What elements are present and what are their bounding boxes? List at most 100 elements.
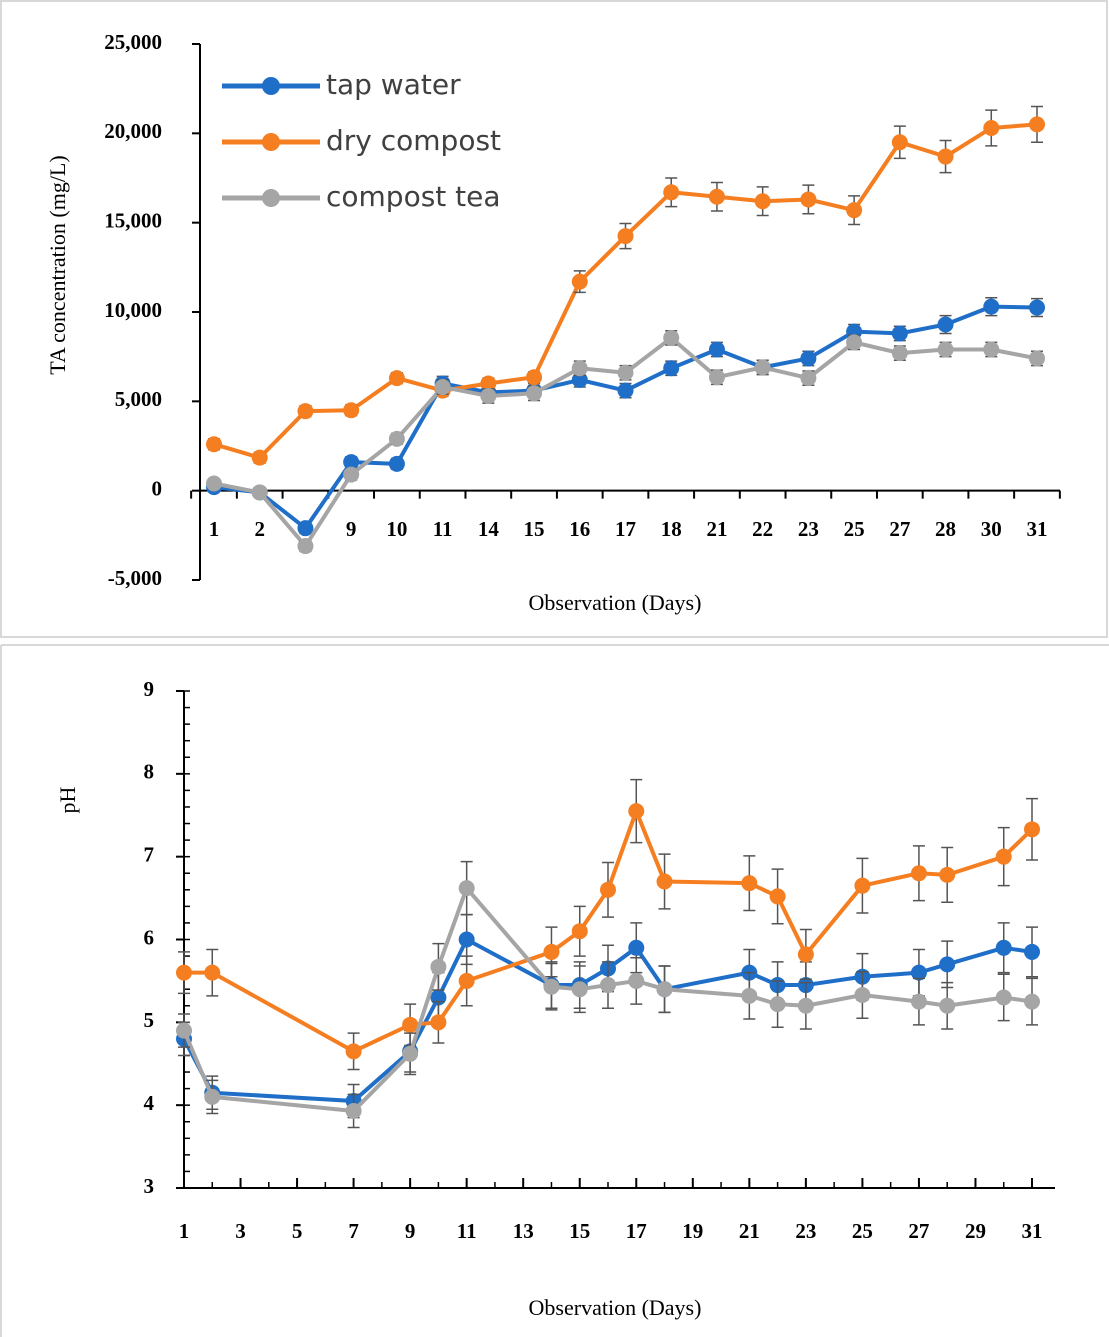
data-point xyxy=(480,375,497,392)
data-point xyxy=(430,1014,447,1031)
x-tick-label: 18 xyxy=(661,517,682,541)
legend-label: compost tea xyxy=(326,180,501,213)
data-point xyxy=(176,964,192,981)
data-point xyxy=(297,538,314,555)
y-tick-label: 6 xyxy=(144,925,155,949)
y-tick-label: -5,000 xyxy=(108,566,162,590)
data-point xyxy=(995,989,1012,1006)
y-tick-label: 8 xyxy=(144,760,155,784)
x-tick-label: 23 xyxy=(798,517,819,541)
data-point xyxy=(937,316,954,333)
y-tick-label: 5 xyxy=(144,1008,155,1032)
data-point xyxy=(800,350,817,367)
y-tick-label: 4 xyxy=(144,1091,155,1115)
data-point xyxy=(800,370,817,387)
data-point xyxy=(983,298,1000,315)
data-point xyxy=(937,148,954,165)
data-point xyxy=(1024,943,1040,960)
data-point xyxy=(628,972,645,989)
data-point xyxy=(571,360,588,377)
x-tick-label: 17 xyxy=(626,1219,647,1243)
x-tick-label: 15 xyxy=(569,1219,590,1243)
data-point xyxy=(571,923,588,940)
x-tick-label: 1 xyxy=(179,1219,190,1243)
x-tick-label: 28 xyxy=(935,517,956,541)
data-point xyxy=(600,977,616,994)
data-point xyxy=(204,1088,221,1105)
x-tick-label: 5 xyxy=(292,1219,303,1243)
panel-frame xyxy=(0,0,1108,638)
legend-label: tap water xyxy=(326,68,461,101)
y-tick-label: 10,000 xyxy=(104,298,162,322)
x-tick-label: 31 xyxy=(1027,517,1048,541)
data-point xyxy=(663,360,680,377)
legend-marker xyxy=(262,77,280,95)
x-tick-label: 23 xyxy=(795,1219,816,1243)
x-tick-label: 7 xyxy=(348,1219,359,1243)
data-point xyxy=(910,964,927,981)
data-point xyxy=(345,1102,362,1119)
data-point xyxy=(480,387,497,404)
x-tick-label: 2 xyxy=(254,517,265,541)
y-tick-label: 15,000 xyxy=(104,208,162,232)
data-point xyxy=(176,1022,192,1039)
data-point xyxy=(800,191,817,208)
data-point xyxy=(628,803,645,820)
data-point xyxy=(708,341,725,358)
x-tick-label: 27 xyxy=(889,517,910,541)
data-point xyxy=(741,875,758,892)
data-point xyxy=(343,402,360,419)
data-point xyxy=(206,436,222,453)
data-point xyxy=(891,345,908,362)
legend-marker xyxy=(262,133,280,151)
data-point xyxy=(543,943,560,960)
data-point xyxy=(939,956,956,973)
data-point xyxy=(663,329,680,346)
data-point xyxy=(656,873,673,890)
y-tick-label: 9 xyxy=(144,677,155,701)
x-tick-label: 14 xyxy=(478,517,500,541)
y-tick-label: 25,000 xyxy=(104,30,162,54)
data-point xyxy=(983,341,1000,358)
data-point xyxy=(910,993,927,1010)
y-axis-title: TA concentration (mg/L) xyxy=(45,155,70,374)
data-point xyxy=(343,454,360,471)
data-point xyxy=(1029,299,1045,316)
data-point xyxy=(388,455,405,472)
data-point xyxy=(854,877,871,894)
data-point xyxy=(343,466,360,483)
x-tick-label: 25 xyxy=(844,517,865,541)
data-point xyxy=(854,986,871,1003)
data-point xyxy=(251,484,268,501)
data-point xyxy=(937,341,954,358)
data-point xyxy=(204,964,221,981)
data-point xyxy=(402,1016,419,1033)
data-point xyxy=(939,997,956,1014)
data-point xyxy=(1024,993,1040,1010)
data-point xyxy=(910,865,927,882)
data-point xyxy=(206,475,222,492)
y-tick-label: 3 xyxy=(144,1174,155,1198)
x-tick-label: 1 xyxy=(209,517,220,541)
data-point xyxy=(891,134,908,151)
data-point xyxy=(983,119,1000,136)
x-axis-title: Observation (Days) xyxy=(529,590,702,615)
data-point xyxy=(617,364,634,381)
data-point xyxy=(600,881,616,898)
data-point xyxy=(995,848,1012,865)
data-point xyxy=(939,866,956,883)
data-point xyxy=(526,369,543,386)
y-tick-label: 0 xyxy=(152,476,163,500)
data-point xyxy=(797,997,814,1014)
data-point xyxy=(251,449,268,466)
data-point xyxy=(430,958,447,975)
data-point xyxy=(526,385,543,402)
data-point xyxy=(846,334,863,351)
x-tick-label: 17 xyxy=(615,517,636,541)
x-tick-label: 21 xyxy=(706,517,727,541)
data-point xyxy=(708,369,725,386)
x-tick-label: 22 xyxy=(752,517,773,541)
x-tick-label: 21 xyxy=(739,1219,760,1243)
legend-marker xyxy=(262,189,280,207)
